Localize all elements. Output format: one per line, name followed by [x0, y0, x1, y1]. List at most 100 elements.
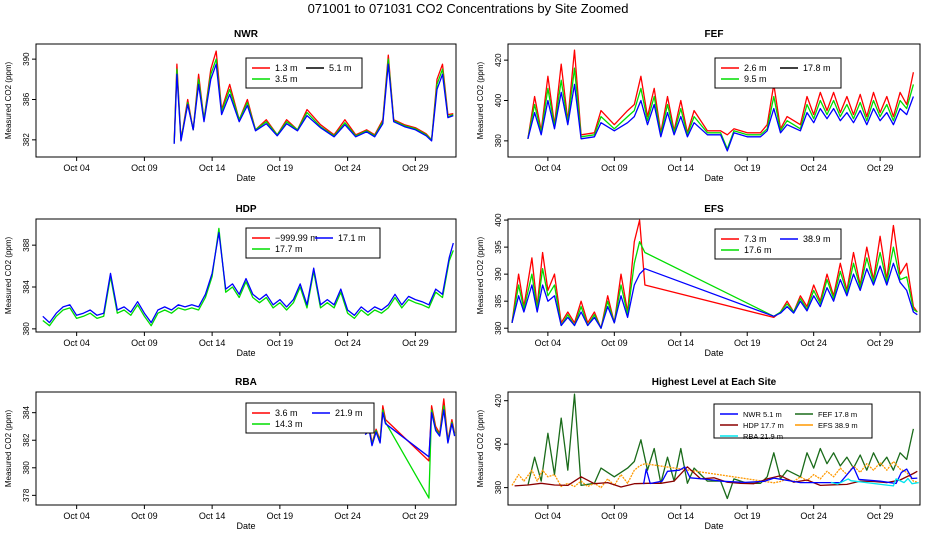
legend-label: 7.3 m: [744, 234, 767, 244]
series-line-7-3-m: [511, 219, 918, 329]
x-axis-label: Date: [236, 521, 255, 531]
x-tick-label: Oct 09: [131, 338, 158, 348]
y-tick-label: 380: [494, 480, 503, 494]
legend-label: NWR 5.1 m: [743, 410, 782, 419]
y-tick-label: 390: [494, 267, 503, 281]
plot-frame: [35, 218, 457, 333]
series-line-17-8-m: [527, 83, 915, 152]
legend-label: −999.99 m: [275, 233, 318, 243]
x-tick-label: Oct 19: [267, 511, 294, 521]
y-tick-label: 384: [22, 280, 31, 294]
x-axis-label: Date: [704, 521, 723, 531]
legend-label: 1.3 m: [275, 63, 298, 73]
y-tick-label: 380: [494, 134, 503, 148]
legend-box: [714, 57, 842, 89]
legend-label: 14.3 m: [275, 419, 303, 429]
x-tick-label: Oct 24: [334, 511, 361, 521]
y-axis-label: Measured CO2 (ppm): [476, 61, 485, 139]
plot-frame: [507, 218, 921, 333]
y-tick-label: 420: [494, 393, 503, 407]
panel-title: Highest Level at Each Site: [652, 377, 777, 388]
series-line-fef-17-8-m: [527, 393, 915, 500]
x-tick-label: Oct 14: [668, 163, 695, 173]
x-tick-label: Oct 09: [131, 163, 158, 173]
x-tick-label: Oct 09: [601, 511, 628, 521]
legend-box: [245, 57, 363, 89]
plot-frame: [507, 391, 921, 506]
plot-frame: [35, 43, 457, 158]
x-tick-label: Oct 14: [199, 338, 226, 348]
x-tick-label: Oct 04: [535, 511, 562, 521]
y-axis-label: Measured CO2 (ppm): [4, 236, 13, 314]
x-tick-label: Oct 04: [535, 163, 562, 173]
x-tick-label: Oct 04: [63, 163, 90, 173]
y-tick-label: 400: [494, 437, 503, 451]
series-line-9-5-m: [527, 67, 915, 150]
panel-title: NWR: [234, 29, 259, 40]
legend: 3.6 m 21.9 m 14.3 m: [245, 402, 375, 434]
panel-title: FEF: [705, 29, 724, 40]
legend-box: [714, 228, 842, 260]
legend-label: 3.6 m: [275, 408, 298, 418]
x-tick-label: Oct 14: [668, 338, 695, 348]
x-tick-label: Oct 04: [63, 511, 90, 521]
legend-label: HDP 17.7 m: [743, 421, 784, 430]
x-tick-label: Oct 29: [867, 163, 894, 173]
series-line-5-1-m: [173, 63, 454, 144]
x-tick-label: Oct 24: [800, 511, 827, 521]
x-tick-label: Oct 19: [734, 511, 761, 521]
x-tick-label: Oct 09: [601, 163, 628, 173]
y-tick-label: 378: [22, 488, 31, 502]
x-tick-label: Oct 29: [402, 511, 429, 521]
legend: 1.3 m 5.1 m 3.5 m: [245, 57, 363, 89]
series-line-38-9-m: [511, 262, 918, 329]
plot-frame: [35, 391, 457, 506]
legend-box: [245, 227, 381, 259]
x-axis-label: Date: [236, 348, 255, 358]
y-tick-label: 382: [22, 433, 31, 447]
y-tick-label: 384: [22, 405, 31, 419]
legend-box: [245, 402, 375, 434]
legend: −999.99 m 17.1 m 17.7 m: [245, 227, 381, 259]
x-tick-label: Oct 29: [402, 338, 429, 348]
legend: NWR 5.1 m FEF 17.8 m HDP 17.7 m EFS 38.9 m R…: [713, 403, 873, 441]
legend: 7.3 m 38.9 m 17.6 m: [714, 228, 842, 260]
legend-label: 38.9 m: [803, 234, 831, 244]
series-line-efs-38-9-m: [511, 460, 918, 489]
y-tick-label: 420: [494, 53, 503, 67]
legend-label: EFS 38.9 m: [818, 421, 858, 430]
legend-label: RBA 21.9 m: [743, 432, 783, 441]
legend-label: 17.6 m: [744, 245, 772, 255]
y-axis-label: Measured CO2 (ppm): [476, 236, 485, 314]
legend-label: FEF 17.8 m: [818, 410, 857, 419]
x-axis-label: Date: [704, 173, 723, 183]
y-tick-label: 385: [494, 294, 503, 308]
y-tick-label: 400: [494, 213, 503, 227]
y-tick-label: 380: [494, 321, 503, 335]
y-tick-label: 382: [22, 133, 31, 147]
x-tick-label: Oct 29: [867, 338, 894, 348]
y-tick-label: 390: [22, 52, 31, 66]
panel-title: HDP: [235, 204, 256, 215]
x-tick-label: Oct 24: [800, 163, 827, 173]
x-tick-label: Oct 14: [199, 163, 226, 173]
series-line-nwr-5-1-m: [642, 466, 918, 485]
x-tick-label: Oct 14: [199, 511, 226, 521]
x-tick-label: Oct 09: [131, 511, 158, 521]
legend-label: 21.9 m: [335, 408, 363, 418]
x-tick-label: Oct 14: [668, 511, 695, 521]
x-tick-label: Oct 24: [800, 338, 827, 348]
panel-hdp: HDP Oct 04 Oct 09 Oct 14 Oct 19 Oct 24 Oct 29 3…: [4, 204, 457, 358]
legend-label: 17.8 m: [803, 63, 831, 73]
series-line-14-3-m: [364, 405, 456, 499]
legend-label: 5.1 m: [329, 63, 352, 73]
legend-label: 17.7 m: [275, 244, 303, 254]
legend-label: 9.5 m: [744, 74, 767, 84]
x-axis-label: Date: [704, 348, 723, 358]
series-line-21-9-m: [364, 409, 456, 458]
y-axis-label: Measured CO2 (ppm): [4, 409, 13, 487]
figure-title: 071001 to 071031 CO2 Concentrations by S…: [307, 1, 629, 16]
series-line-2-6-m: [527, 49, 915, 139]
x-tick-label: Oct 09: [601, 338, 628, 348]
legend-box: [713, 403, 873, 439]
